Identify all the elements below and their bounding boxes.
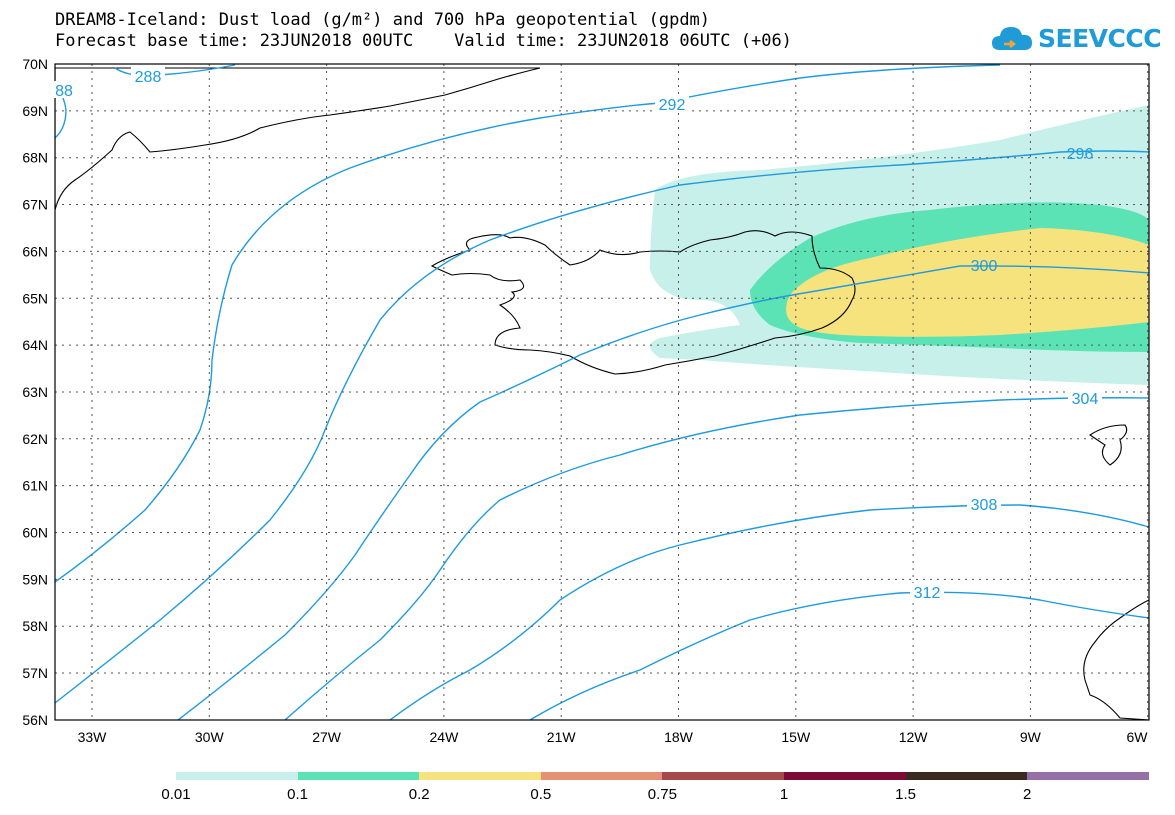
- colorbar-segment: [905, 772, 1028, 780]
- lon-tick-label: 9W: [1020, 729, 1042, 745]
- contour-308-line: [389, 504, 1149, 720]
- lat-tick-label: 57N: [22, 665, 48, 681]
- lat-tick-label: 63N: [22, 384, 48, 400]
- lon-tick-label: 21W: [547, 729, 577, 745]
- colorbar-label: 1: [779, 786, 789, 803]
- colorbar-label: 2: [1023, 786, 1032, 803]
- contour-label: 88: [55, 83, 73, 100]
- contour-label: 312: [914, 585, 941, 602]
- contour-label: 288: [135, 69, 162, 86]
- colorbar-segment: [297, 772, 420, 780]
- map-subtitle: Forecast base time: 23JUN2018 00UTC Vali…: [55, 31, 792, 51]
- contour-label-bg: [967, 495, 1001, 512]
- logo-text: SEEVCCC: [1038, 23, 1162, 53]
- lon-tick-label: 24W: [430, 729, 460, 745]
- lat-tick-label: 62N: [22, 431, 48, 447]
- lon-tick-label: 18W: [664, 729, 694, 745]
- lon-tick-label: 15W: [781, 729, 811, 745]
- contour-292-line: [55, 64, 1001, 583]
- colorbar-label: 0.2: [408, 786, 430, 803]
- contour-label-bg: [1068, 389, 1102, 406]
- contour-label: 292: [659, 97, 686, 114]
- colorbar-segment: [419, 772, 541, 780]
- dust-region-0.2: [786, 228, 1149, 337]
- contour-label: 296: [1067, 146, 1094, 163]
- colorbar-segment: [662, 772, 784, 780]
- colorbar-label: 0.01: [161, 786, 191, 803]
- lat-tick-label: 59N: [22, 571, 48, 587]
- lat-tick-label: 64N: [22, 337, 48, 353]
- colorbar-label: 0.75: [647, 786, 677, 803]
- contour-label-bg: [131, 67, 165, 84]
- scotland-coast: [1083, 599, 1149, 720]
- graticule: [55, 64, 1149, 720]
- contour-label: 304: [1072, 391, 1099, 408]
- contour-312-line: [529, 591, 1149, 720]
- colorbar-label: 0.1: [287, 786, 309, 803]
- lat-tick-label: 66N: [22, 243, 48, 259]
- colorbar-label: 0.5: [530, 786, 552, 803]
- cloud-icon: [992, 27, 1032, 50]
- iceland-coast: [430, 230, 856, 375]
- contour-300-line: [177, 265, 1149, 720]
- lat-tick-label: 61N: [22, 478, 48, 494]
- colorbar-segment: [784, 772, 906, 780]
- lon-tick-label: 27W: [312, 729, 342, 745]
- lat-tick-label: 58N: [22, 618, 48, 634]
- colorbar-segment: [540, 772, 663, 780]
- contour-296-line: [55, 150, 1149, 704]
- contour-label-bg: [910, 583, 944, 600]
- map-frame: [54, 63, 1150, 721]
- lon-tick-label: 6W: [1127, 729, 1149, 745]
- contour-label-bg: [47, 81, 81, 98]
- geopotential-contours: [55, 64, 1149, 720]
- colorbar-segment: [176, 772, 298, 780]
- lat-tick-label: 67N: [22, 197, 48, 213]
- greenland-coast: [55, 67, 541, 211]
- contour-label: 308: [971, 497, 998, 514]
- lon-tick-label: 33W: [78, 729, 108, 745]
- colorbar-segment: [1027, 772, 1149, 780]
- contour-label-bg: [655, 95, 689, 112]
- colorbar-label: 1.5: [895, 786, 917, 803]
- lat-tick-label: 70N: [22, 56, 48, 72]
- lat-tick-label: 68N: [22, 150, 48, 166]
- lat-tick-label: 56N: [22, 712, 48, 728]
- lat-tick-label: 69N: [22, 103, 48, 119]
- lat-tick-label: 60N: [22, 525, 48, 541]
- seevccc-logo: SEEVCCC: [990, 18, 1162, 58]
- contour-304-line: [284, 397, 1149, 720]
- map-title: DREAM8-Iceland: Dust load (g/m²) and 700…: [55, 10, 711, 30]
- coastlines: [55, 67, 1149, 720]
- lon-tick-label: 12W: [899, 729, 929, 745]
- lon-tick-label: 30W: [195, 729, 225, 745]
- contour-label: 300: [971, 258, 998, 275]
- lat-tick-label: 65N: [22, 290, 48, 306]
- faroe-islands: [1089, 424, 1128, 466]
